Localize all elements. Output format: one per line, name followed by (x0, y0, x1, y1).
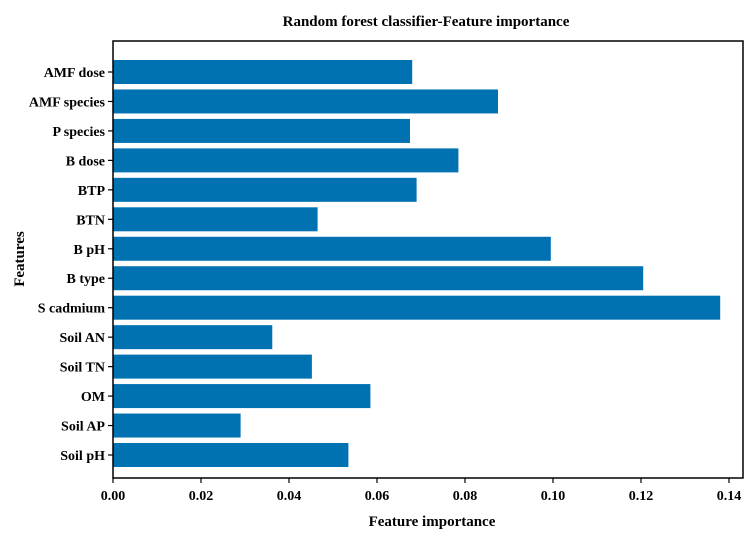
x-tick-label: 0.08 (453, 489, 478, 504)
y-tick-label: Soil pH (60, 449, 105, 464)
y-tick-label: P species (53, 125, 106, 140)
bar-soil-ap (113, 413, 241, 438)
x-tick-label: 0.06 (365, 489, 390, 504)
bar-om (113, 384, 371, 409)
y-tick-label: Soil AN (59, 331, 105, 346)
y-tick-label: B type (67, 272, 106, 287)
y-tick-label: AMF dose (44, 66, 105, 81)
bar-soil-ph (113, 443, 349, 467)
x-axis-label: Feature importance (369, 514, 496, 530)
bar-btp (113, 177, 417, 202)
y-axis-label: Features (12, 231, 28, 287)
x-tick-label: 0.10 (541, 489, 566, 504)
x-axis: 0.00 0.02 0.04 0.06 0.08 0.10 0.12 0.14 (101, 478, 742, 504)
y-tick-label: BTP (78, 184, 106, 199)
x-tick-label: 0.00 (101, 489, 126, 504)
bar-b-ph (113, 236, 551, 261)
y-tick-label: Soil TN (60, 361, 105, 376)
chart-title: Random forest classifier-Feature importa… (283, 14, 570, 30)
x-tick-label: 0.12 (629, 489, 654, 504)
bars-group (113, 60, 721, 467)
x-tick-label: 0.02 (189, 489, 214, 504)
x-tick-label: 0.14 (717, 489, 742, 504)
y-tick-label: AMF species (29, 95, 106, 110)
plot-frame (112, 40, 744, 479)
bar-b-type (113, 266, 644, 291)
y-tick-label: OM (81, 390, 105, 405)
bar-soil-tn (113, 354, 312, 379)
bar-p-species (113, 118, 410, 143)
y-axis: AMF dose AMF species P species B dose BTP BTN… (29, 66, 113, 464)
bar-btn (113, 207, 318, 232)
y-tick-label: Soil AP (61, 420, 105, 435)
x-tick-label: 0.04 (277, 489, 302, 504)
bar-s-cadmium (113, 295, 721, 320)
y-tick-label: B dose (66, 154, 105, 169)
bar-amf-dose (113, 60, 413, 84)
bar-b-dose (113, 148, 459, 173)
y-tick-label: S cadmium (38, 302, 106, 317)
y-tick-label: BTN (76, 213, 105, 228)
bar-soil-an (113, 325, 273, 350)
bar-amf-species (113, 89, 498, 114)
y-tick-label: B pH (73, 243, 105, 258)
